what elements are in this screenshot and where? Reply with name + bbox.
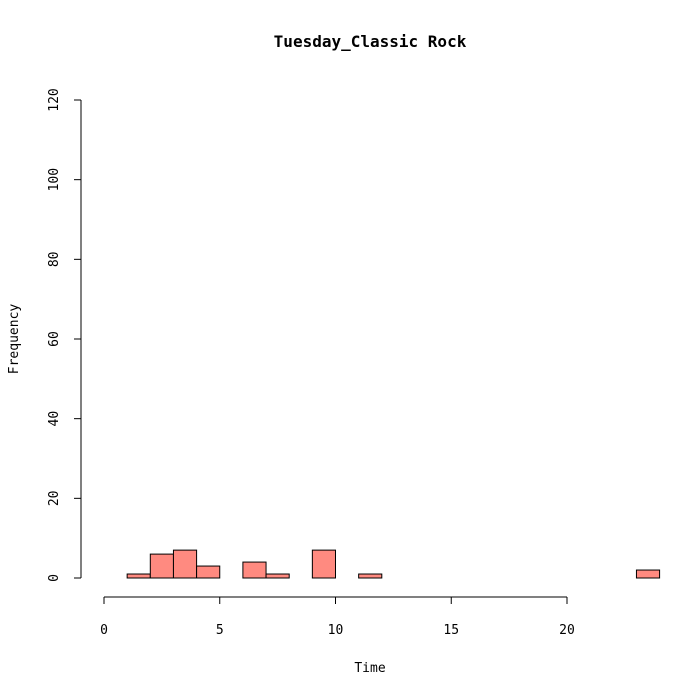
histogram-bar-8	[311, 549, 337, 579]
histogram-bar-0	[126, 573, 151, 579]
x-axis-ticks: 0 5 10 15 20	[100, 597, 575, 638]
y-axis-ticks: 0 20 40 60 80 100 120	[47, 88, 81, 582]
x-tick-label: 20	[559, 623, 575, 638]
histogram-bar-5	[242, 561, 267, 579]
y-tick-label: 80	[47, 252, 62, 268]
histogram-bar-6	[265, 573, 290, 579]
y-tick-label: 120	[47, 88, 62, 111]
y-tick-label: 40	[47, 411, 62, 427]
x-tick-label: 0	[100, 623, 108, 638]
y-tick-label: 20	[47, 491, 62, 507]
x-tick-label: 15	[443, 623, 459, 638]
y-tick-label: 100	[47, 168, 62, 191]
y-axis-label: Frequency	[7, 304, 22, 375]
histogram-bar-2	[172, 549, 198, 579]
chart-title: Tuesday_Classic Rock	[274, 32, 467, 51]
bars-group	[126, 549, 661, 579]
histogram-bar-10	[358, 573, 383, 579]
y-tick-label: 60	[47, 331, 62, 347]
x-tick-label: 10	[328, 623, 344, 638]
y-tick-label: 0	[47, 574, 62, 582]
x-tick-label: 5	[216, 623, 224, 638]
histogram-bar-22	[635, 569, 661, 579]
x-axis-label: Time	[354, 661, 385, 676]
histogram-bar-3	[196, 565, 221, 579]
histogram-bar-1	[149, 553, 174, 579]
